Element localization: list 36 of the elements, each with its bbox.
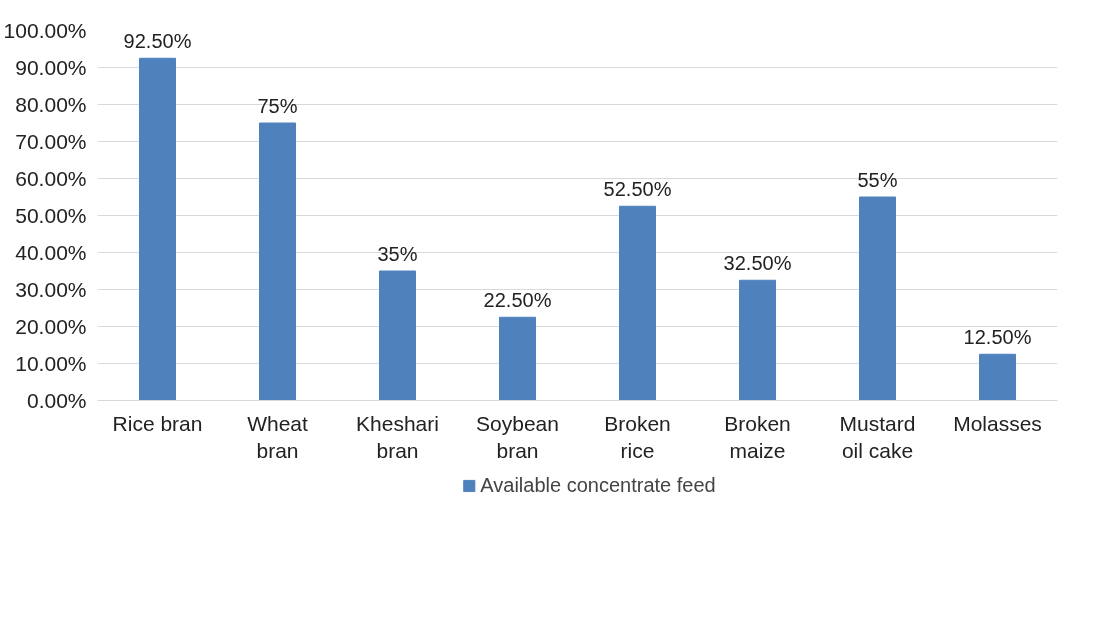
x-tick-label: Broken maize — [724, 411, 791, 463]
bar — [259, 122, 296, 401]
data-label: 35% — [377, 243, 418, 265]
x-tick-label: Kheshari bran — [356, 411, 439, 463]
bar — [379, 270, 416, 401]
y-tick-label: 40.00% — [15, 241, 87, 264]
y-tick-label: 30.00% — [15, 278, 87, 301]
x-tick-label: Molasses — [953, 411, 1042, 435]
bar — [979, 353, 1016, 401]
y-tick-label: 90.00% — [15, 56, 87, 79]
x-tick-label: Wheat bran — [247, 411, 309, 463]
data-label: 92.50% — [123, 30, 192, 53]
data-label: 52.50% — [603, 178, 672, 201]
y-tick-label: 80.00% — [15, 93, 87, 116]
data-label: 22.50% — [483, 289, 552, 312]
data-label: 75% — [257, 95, 298, 117]
y-tick-label: 70.00% — [15, 130, 87, 153]
legend-label: Available concentrate feed — [480, 473, 716, 497]
y-tick-label: 0.00% — [26, 389, 87, 412]
y-tick-label: 10.00% — [15, 352, 87, 375]
y-tick-label: 60.00% — [15, 167, 87, 190]
y-tick-label: 100.00% — [3, 19, 87, 42]
x-tick-label: Mustard oil cake — [839, 411, 916, 463]
y-tick-label: 50.00% — [15, 204, 87, 227]
y-tick-label: 20.00% — [15, 315, 87, 338]
bar — [739, 279, 776, 401]
data-label: 32.50% — [723, 252, 792, 275]
bar — [499, 316, 536, 401]
bar — [619, 205, 656, 401]
data-label: 12.50% — [963, 326, 1032, 349]
data-label: 55% — [857, 169, 898, 191]
x-tick-label: Soybean bran — [476, 411, 559, 463]
x-tick-label: Rice bran — [112, 411, 203, 435]
bar — [859, 196, 896, 401]
x-tick-label: Broken rice — [604, 411, 671, 463]
bar — [139, 57, 176, 401]
